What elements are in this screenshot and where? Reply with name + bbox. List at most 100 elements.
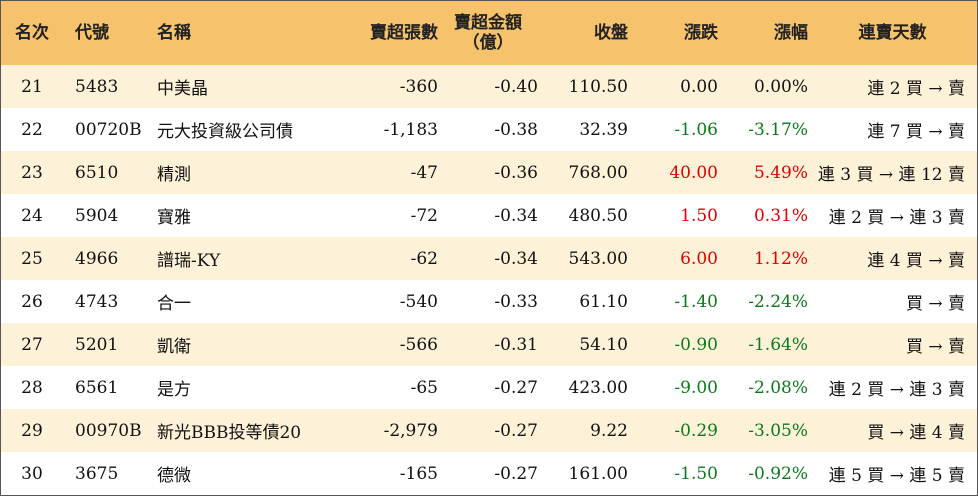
cell-close: 61.10: [579, 291, 628, 312]
cell-consecutive-sell-days: 連 4 買 → 賣: [867, 251, 965, 271]
cell-change-pct: -2.24%: [748, 291, 808, 312]
cell-name: 中美晶: [157, 79, 208, 99]
table-row: 25 4966 譜瑞-KY -62 -0.34 543.00 6.00 1.12…: [1, 237, 977, 280]
cell-code: 6561: [75, 377, 119, 398]
table-row: 26 4743 合一 -540 -0.33 61.10 -1.40 -2.24%…: [1, 280, 977, 323]
cell-change: 6.00: [680, 248, 718, 269]
header-change-pct: 漲幅: [774, 23, 808, 43]
cell-rank: 23: [21, 162, 43, 183]
table-row: 27 5201 凱衛 -566 -0.31 54.10 -0.90 -1.64%…: [1, 323, 977, 366]
cell-sell-amount: -0.36: [494, 162, 538, 183]
table-row: 21 5483 中美晶 -360 -0.40 110.50 0.00 0.00%…: [1, 65, 977, 108]
cell-change-pct: 5.49%: [753, 162, 808, 183]
cell-sell-lots: -2,979: [383, 420, 438, 441]
table-row: 22 00720B 元大投資級公司債 -1,183 -0.38 32.39 -1…: [1, 108, 977, 151]
header-consecutive-sell-days: 連賣天數: [858, 23, 927, 43]
header-code: 代號: [75, 23, 109, 43]
cell-close: 54.10: [579, 334, 628, 355]
cell-consecutive-sell-days: 連 7 買 → 賣: [867, 122, 965, 142]
cell-change-pct: -3.17%: [748, 119, 808, 140]
header-sell-amount-line2: （億）: [462, 33, 514, 53]
cell-change-pct: -0.92%: [748, 463, 808, 484]
cell-consecutive-sell-days: 連 3 買 → 連 12 賣: [817, 165, 965, 185]
cell-change: 0.00: [680, 76, 718, 97]
cell-close: 110.50: [568, 76, 628, 97]
cell-rank: 30: [21, 463, 43, 484]
cell-rank: 29: [21, 420, 43, 441]
cell-sell-amount: -0.27: [494, 377, 538, 398]
cell-sell-amount: -0.34: [494, 248, 538, 269]
cell-change-pct: -1.64%: [748, 334, 808, 355]
cell-code: 4743: [75, 291, 119, 312]
cell-close: 423.00: [568, 377, 628, 398]
cell-sell-lots: -65: [410, 377, 438, 398]
cell-consecutive-sell-days: 連 2 買 → 連 3 賣: [828, 380, 965, 400]
table-row: 28 6561 是方 -65 -0.27 423.00 -9.00 -2.08%…: [1, 366, 977, 409]
cell-sell-lots: -72: [410, 205, 438, 226]
cell-sell-amount: -0.27: [494, 463, 538, 484]
cell-name: 新光BBB投等債20: [157, 423, 302, 443]
cell-sell-lots: -47: [410, 162, 438, 183]
cell-name: 元大投資級公司債: [157, 122, 293, 142]
cell-close: 543.00: [568, 248, 628, 269]
cell-rank: 21: [21, 76, 43, 97]
cell-consecutive-sell-days: 買 → 連 4 賣: [867, 423, 965, 443]
cell-code: 5483: [75, 76, 119, 97]
cell-consecutive-sell-days: 連 5 買 → 連 5 賣: [828, 466, 965, 486]
cell-consecutive-sell-days: 買 → 賣: [905, 337, 965, 357]
cell-name: 是方: [157, 380, 191, 400]
cell-code: 4966: [75, 248, 119, 269]
cell-change-pct: 1.12%: [753, 248, 808, 269]
cell-code: 5904: [75, 205, 119, 226]
cell-close: 768.00: [568, 162, 628, 183]
cell-sell-lots: -566: [399, 334, 438, 355]
cell-change: 1.50: [680, 205, 718, 226]
cell-sell-amount: -0.40: [494, 76, 538, 97]
cell-rank: 24: [21, 205, 43, 226]
cell-sell-lots: -62: [410, 248, 438, 269]
cell-change-pct: 0.00%: [753, 76, 808, 97]
cell-sell-lots: -540: [399, 291, 438, 312]
cell-change-pct: -2.08%: [748, 377, 808, 398]
header-sell-amount: 賣超金額 （億）: [438, 1, 538, 65]
cell-sell-amount: -0.34: [494, 205, 538, 226]
cell-name: 合一: [157, 294, 191, 314]
cell-name: 德微: [157, 466, 191, 486]
table-row: 29 00970B 新光BBB投等債20 -2,979 -0.27 9.22 -…: [1, 409, 977, 452]
header-close: 收盤: [594, 23, 628, 43]
cell-name: 凱衛: [157, 337, 191, 357]
cell-name: 譜瑞-KY: [157, 251, 221, 271]
cell-code: 6510: [75, 162, 119, 183]
cell-change-pct: 0.31%: [753, 205, 808, 226]
cell-code: 3675: [75, 463, 119, 484]
cell-code: 00970B: [75, 420, 142, 441]
cell-sell-lots: -360: [399, 76, 438, 97]
cell-change: -1.50: [674, 463, 718, 484]
cell-change: -1.06: [674, 119, 718, 140]
header-change: 漲跌: [684, 23, 718, 43]
cell-consecutive-sell-days: 買 → 賣: [905, 294, 965, 314]
header-rank: 名次: [15, 23, 49, 43]
cell-code: 5201: [75, 334, 119, 355]
cell-change: -1.40: [674, 291, 718, 312]
cell-change: -0.29: [674, 420, 718, 441]
cell-code: 00720B: [75, 119, 142, 140]
cell-close: 161.00: [568, 463, 628, 484]
cell-change: 40.00: [669, 162, 718, 183]
cell-sell-amount: -0.38: [494, 119, 538, 140]
cell-rank: 27: [21, 334, 43, 355]
cell-change: -9.00: [674, 377, 718, 398]
cell-sell-amount: -0.27: [494, 420, 538, 441]
cell-sell-lots: -1,183: [383, 119, 438, 140]
cell-rank: 26: [21, 291, 43, 312]
cell-close: 480.50: [568, 205, 628, 226]
header-sell-lots: 賣超張數: [370, 23, 438, 43]
cell-consecutive-sell-days: 連 2 買 → 賣: [867, 79, 965, 99]
cell-close: 32.39: [579, 119, 628, 140]
table-body: 21 5483 中美晶 -360 -0.40 110.50 0.00 0.00%…: [1, 65, 977, 495]
cell-change: -0.90: [674, 334, 718, 355]
cell-rank: 25: [21, 248, 43, 269]
table-header-row: 名次 代號 名稱 賣超張數 賣超金額 （億） 收盤 漲跌 漲幅 連賣天數: [1, 1, 977, 65]
cell-rank: 22: [21, 119, 43, 140]
